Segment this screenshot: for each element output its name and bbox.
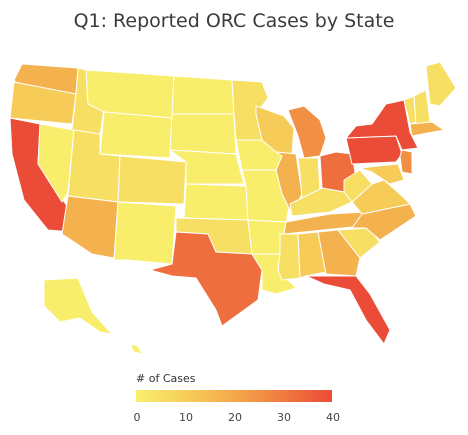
state-alaska bbox=[43, 277, 113, 335]
state-hawaii bbox=[129, 343, 143, 355]
state-pennsylvania bbox=[345, 135, 403, 165]
us-state-map bbox=[9, 61, 457, 355]
state-mississippi bbox=[277, 233, 301, 281]
map-title: Q1: Reported ORC Cases by State bbox=[73, 10, 395, 32]
legend-tick-30: 30 bbox=[277, 411, 291, 424]
legend-tick-20: 20 bbox=[228, 411, 242, 424]
state-nevada bbox=[37, 123, 75, 203]
state-south-dakota bbox=[169, 113, 237, 155]
state-north-dakota bbox=[171, 75, 235, 115]
state-arizona bbox=[61, 195, 119, 259]
state-new-york bbox=[345, 99, 419, 151]
legend-tick-0: 0 bbox=[133, 411, 141, 424]
legend-title: # of Cases bbox=[136, 372, 196, 385]
state-west-virginia bbox=[343, 169, 373, 203]
state-kansas bbox=[183, 183, 249, 221]
state-georgia bbox=[317, 229, 361, 277]
state-maryland bbox=[359, 163, 405, 185]
state-massachusetts bbox=[409, 121, 445, 137]
state-alabama bbox=[297, 231, 327, 279]
state-florida bbox=[305, 275, 391, 345]
state-michigan bbox=[287, 105, 327, 159]
state-south-carolina bbox=[337, 227, 381, 259]
state-oregon bbox=[9, 81, 77, 125]
state-texas bbox=[149, 231, 263, 327]
state-maine bbox=[425, 61, 457, 107]
state-new-mexico bbox=[113, 201, 177, 265]
state-new-jersey bbox=[399, 149, 413, 175]
legend-tick-10: 10 bbox=[179, 411, 193, 424]
legend-tick-40: 40 bbox=[326, 411, 340, 424]
state-colorado bbox=[117, 155, 187, 205]
legend: # of Cases 0 10 20 30 40 bbox=[134, 372, 341, 432]
state-nebraska bbox=[169, 149, 245, 185]
state-new-hampshire bbox=[413, 89, 431, 125]
legend-color-bar bbox=[136, 390, 332, 402]
state-illinois bbox=[275, 151, 303, 215]
state-wyoming bbox=[99, 111, 173, 159]
